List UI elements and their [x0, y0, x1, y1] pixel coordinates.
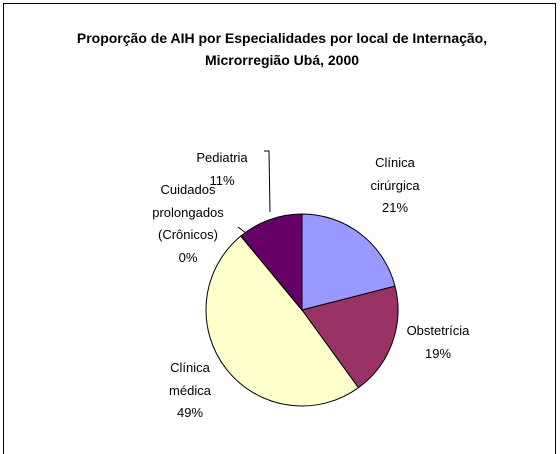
- value-label: 49%: [176, 405, 204, 420]
- pie-slice: [301, 285, 399, 389]
- category-label: Obstetrícia: [406, 323, 470, 338]
- category-label: Clínica médica: [169, 360, 211, 398]
- value-label: 21%: [381, 200, 409, 215]
- slice-label: Cuidados prolongados (Crônicos) 0%: [143, 179, 233, 269]
- category-label: Cuidados prolongados (Crônicos): [152, 182, 224, 242]
- pie-slice: [240, 213, 303, 312]
- value-label: 11%: [209, 172, 235, 188]
- value-label: 0%: [178, 249, 198, 265]
- slice-label: Clínica médica 49%: [160, 357, 220, 425]
- pie-slice: [301, 213, 396, 311]
- category-label: Clínica cirúrgica: [370, 155, 420, 193]
- slice-label: Pediatria 11%: [177, 147, 267, 192]
- leader-line: [264, 150, 271, 213]
- value-label: 19%: [424, 345, 452, 361]
- pie-slice: [205, 235, 360, 407]
- category-label: Pediatria: [196, 150, 248, 165]
- slice-label: Obstetrícia 19%: [393, 320, 483, 365]
- slice-label: Clínica cirúrgica 21%: [355, 152, 435, 220]
- chart-title: Proporção de AIH por Especialidades por …: [76, 30, 488, 68]
